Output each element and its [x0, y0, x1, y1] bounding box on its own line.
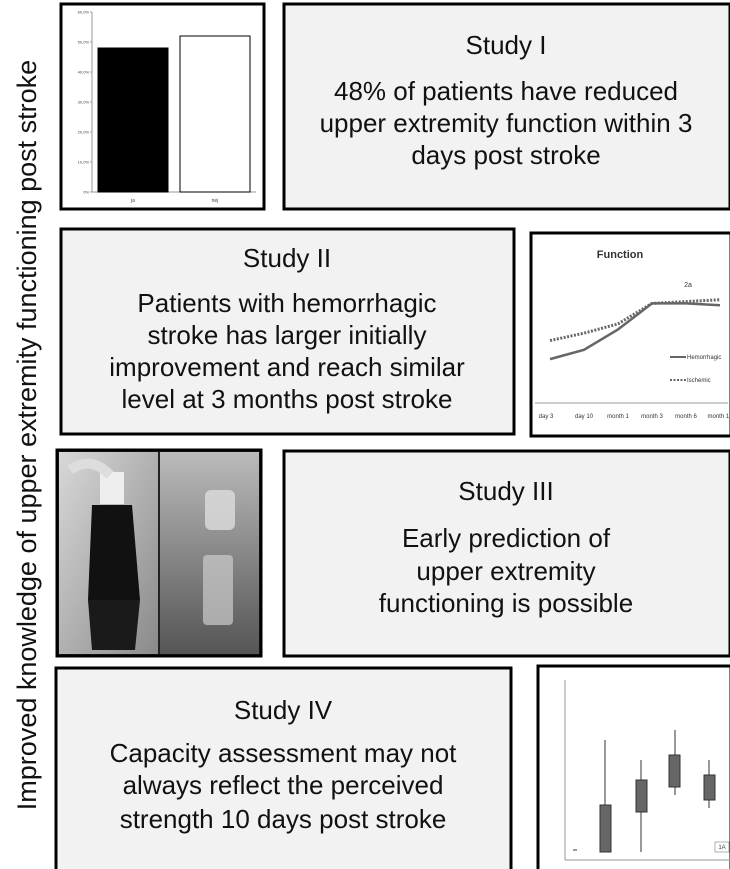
study-text: 48% of patients have reduced [334, 76, 678, 106]
y-tick-label: 20,0% [78, 130, 90, 135]
study-title: Study II [243, 243, 331, 273]
study-text: strength 10 days post stroke [120, 804, 447, 834]
legend-label: Hemorrhagic [687, 355, 721, 361]
study-text: level at 3 months post stroke [122, 384, 453, 414]
x-tick-label: month 12 [707, 414, 730, 420]
study-text: always reflect the perceived [123, 770, 444, 800]
y-tick-label: 60,0% [78, 10, 90, 15]
study-text: upper extremity function within 3 [320, 108, 693, 138]
study-box [282, 449, 730, 658]
study-text: Early prediction of [402, 523, 611, 553]
study-text: improvement and reach similar [109, 352, 465, 382]
x-tick-label: month 6 [675, 414, 697, 420]
y-tick-label: 40,0% [78, 70, 90, 75]
study-text: upper extremity [416, 556, 595, 586]
study-box [54, 666, 513, 869]
study-text: days post stroke [411, 140, 600, 170]
study-title: Study III [458, 476, 553, 506]
study-title: Study I [466, 30, 547, 60]
x-tick-label: day 10 [575, 414, 594, 420]
boxplot-label: 1A [718, 845, 725, 851]
study-box [59, 227, 516, 436]
bar [97, 47, 169, 193]
y-tick-label: 0% [83, 190, 89, 195]
study-title: Study IV [234, 695, 333, 725]
study-text: functioning is possible [379, 588, 633, 618]
line-thumb-frame [529, 231, 730, 438]
line-series [549, 302, 721, 361]
x-tick-label: ja [130, 198, 135, 204]
line-series [549, 298, 721, 343]
y-tick-label: 50,0% [78, 40, 90, 45]
x-tick-label: month 3 [641, 414, 663, 420]
study-text: Patients with hemorrhagic [137, 288, 436, 318]
x-tick-label: day 3 [539, 414, 554, 420]
boxplot-thumb: 1A [536, 664, 730, 869]
side-text: Improved knowledge of upper extremity fu… [12, 60, 42, 810]
bar [179, 35, 251, 193]
study-text: Capacity assessment may not [110, 738, 458, 768]
x-tick-label: nej [212, 198, 219, 204]
y-tick-label: 30,0% [78, 100, 90, 105]
annotation: 2a [684, 282, 692, 289]
study-box [282, 2, 730, 211]
photo [55, 448, 263, 658]
legend-label: Ischemic [687, 378, 711, 384]
x-tick-label: month 1 [607, 414, 629, 420]
study-text: stroke has larger initially [148, 320, 427, 350]
line-title: Function [597, 249, 644, 261]
y-tick-label: 10,0% [78, 160, 90, 165]
